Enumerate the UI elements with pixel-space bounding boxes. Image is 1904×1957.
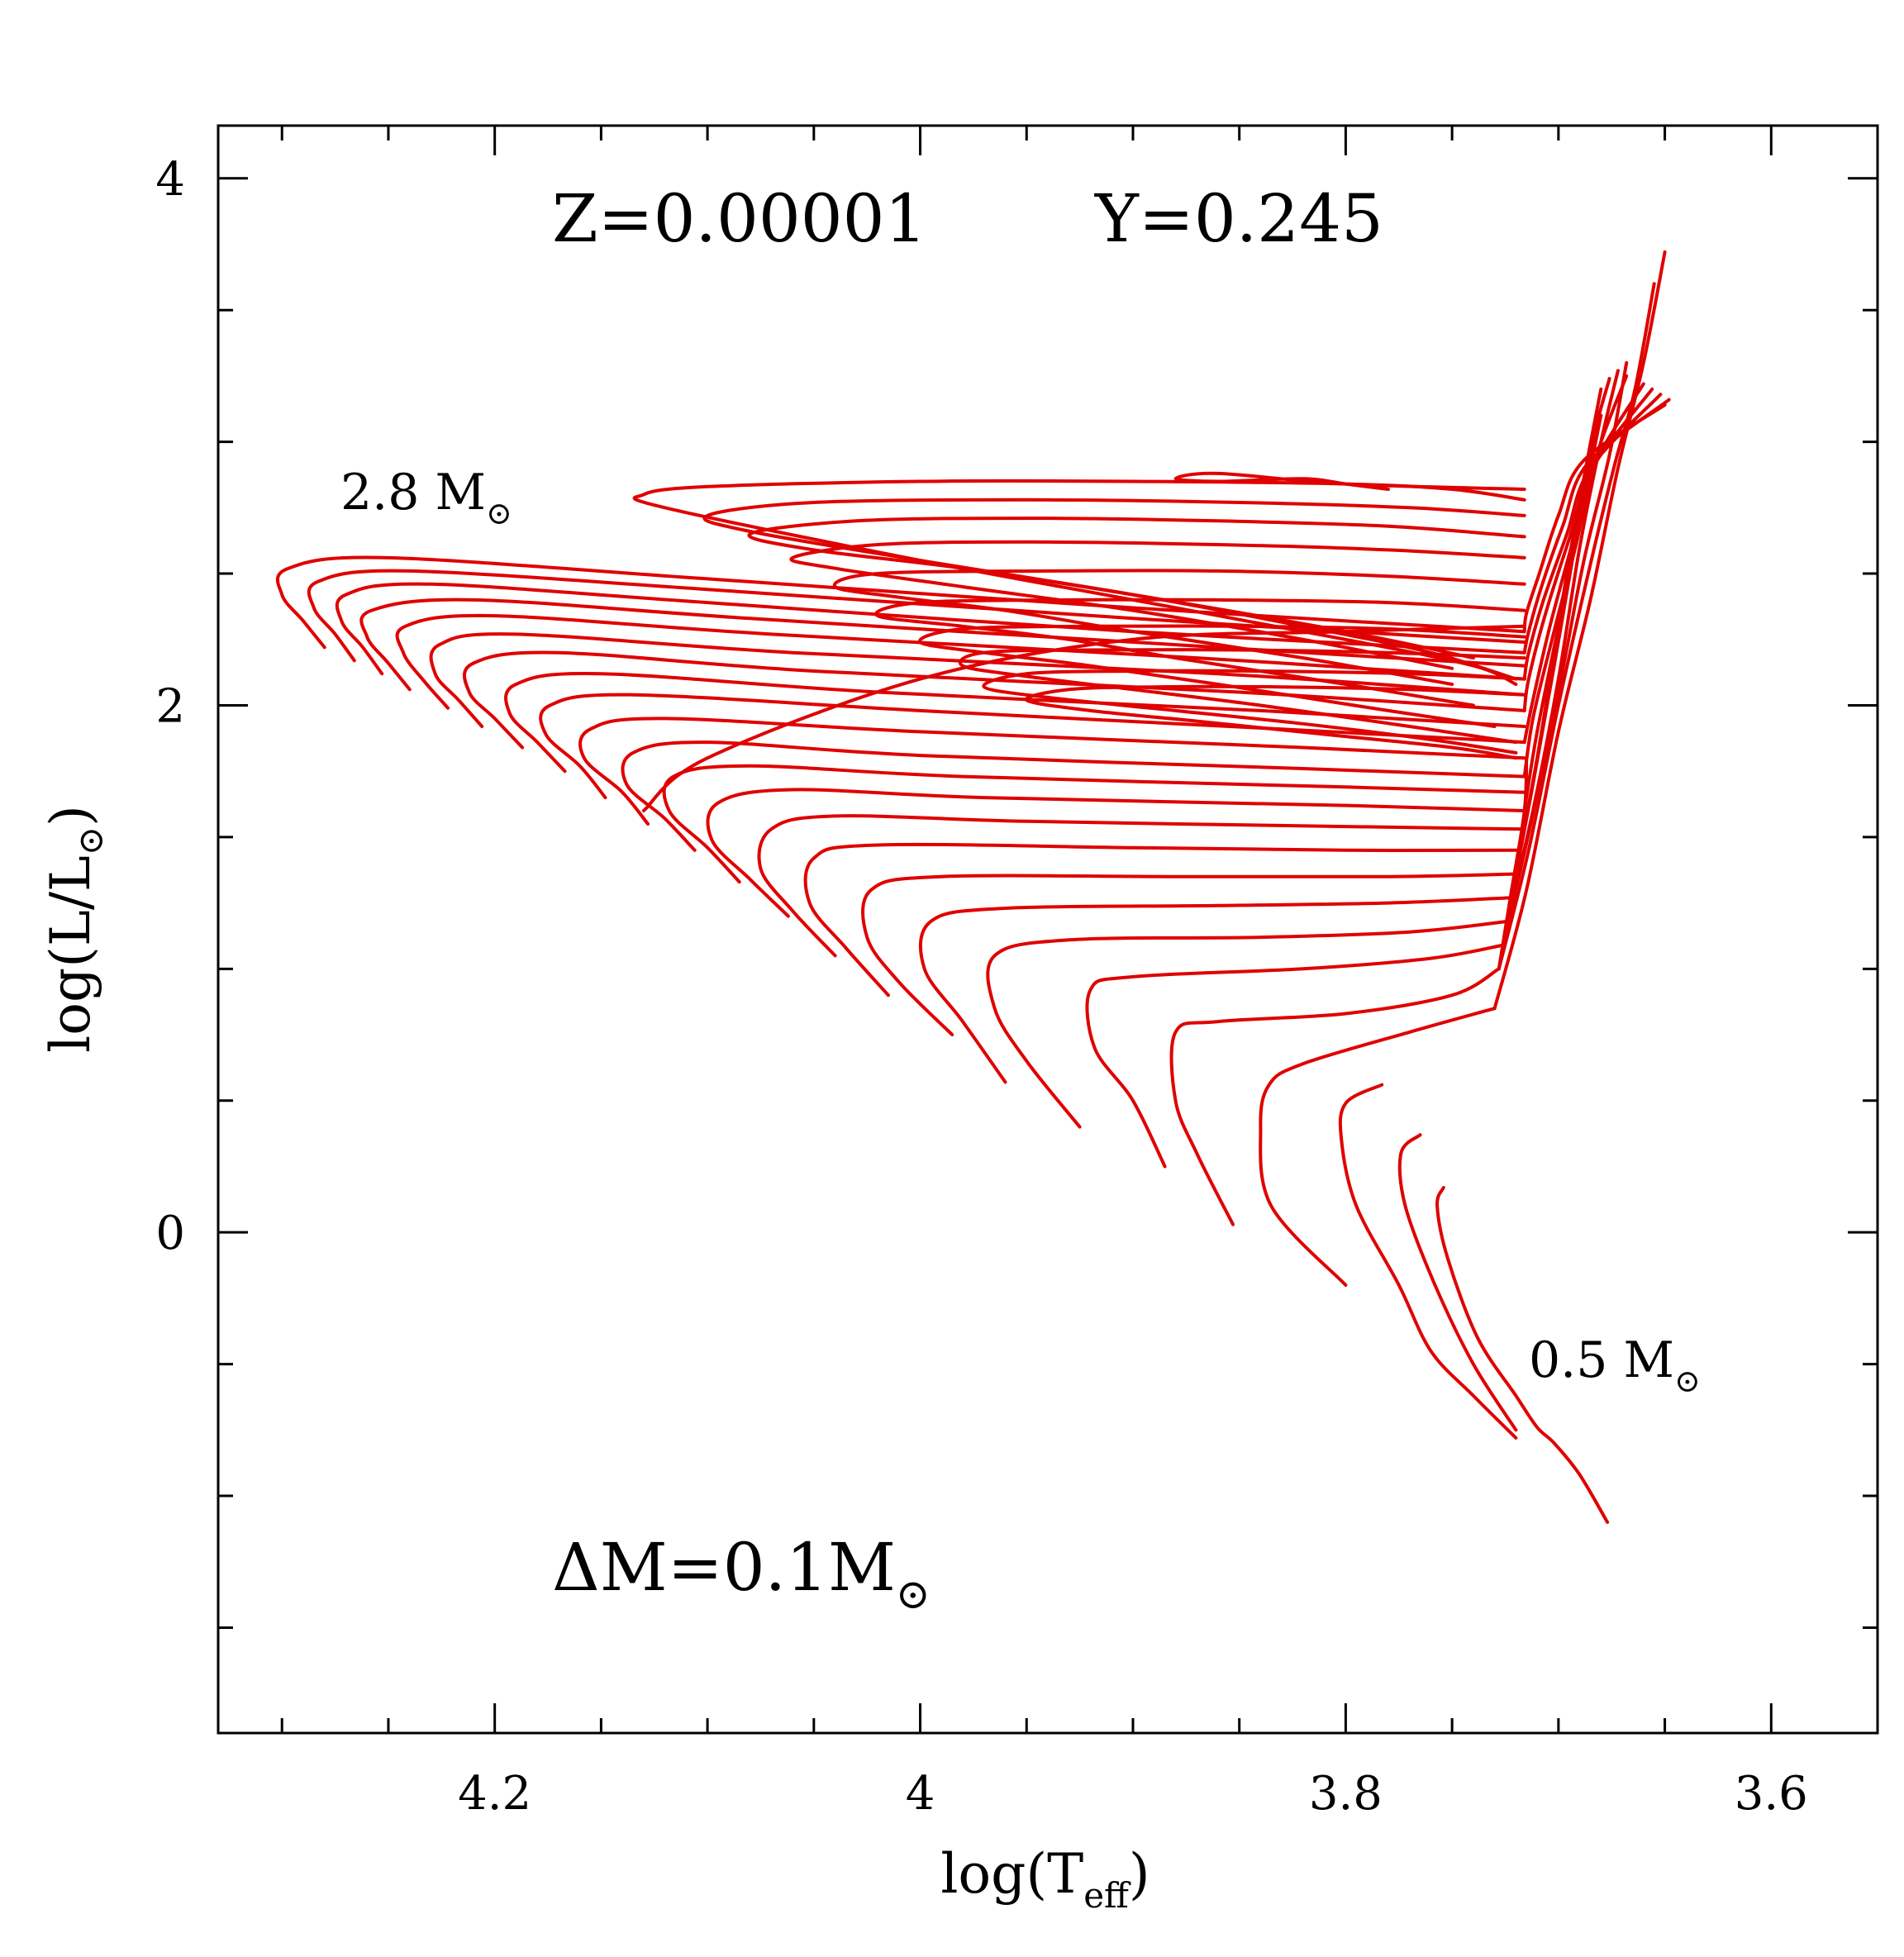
track-hb-loop-c: [747, 517, 1526, 660]
y-tick-label: 4: [155, 153, 185, 207]
track-1-5-msun: [757, 814, 1526, 958]
track-hb-loop-f: [874, 598, 1526, 707]
track-2-6-msun: [335, 582, 1526, 676]
track-rgb-2-6: [1522, 398, 1671, 655]
x-axis-title-sub: eff: [1083, 1875, 1131, 1916]
track-0-7-msun: [1338, 1083, 1518, 1440]
track-1-0-msun: [1085, 943, 1505, 1169]
annotation-low-mass-sub: ⊙: [1674, 1363, 1701, 1399]
track-rgb-0-8: [1492, 250, 1667, 1011]
track-0-9-msun: [1169, 967, 1501, 1226]
chart-title-y: Y=0.245: [1094, 180, 1383, 257]
track-rgb-2-8: [1522, 403, 1667, 634]
track-1-8-msun: [621, 740, 1526, 852]
annotation-high-mass: 2.8 M⊙: [340, 464, 512, 531]
track-hb-loop-e: [832, 569, 1526, 686]
track-rgb-2-4: [1522, 393, 1663, 681]
x-tick-label: 3.6: [1735, 1767, 1808, 1821]
track-hb-loop-g: [918, 624, 1526, 728]
y-axis-title: log(L/L⊙): [39, 805, 111, 1053]
x-tick-label: 4.2: [458, 1767, 531, 1821]
y-axis-title-close: ): [39, 805, 102, 826]
annotation-high-mass-text: 2.8 M: [340, 464, 486, 521]
chart-title-z: Z=0.00001: [552, 180, 926, 257]
plot-frame: [217, 124, 1879, 1735]
track-1-7-msun: [662, 764, 1526, 884]
y-axis-title-text: log(L/L: [39, 855, 102, 1053]
y-tick-label: 0: [155, 1207, 185, 1260]
y-axis-title-sub: ⊙: [70, 826, 111, 855]
annotation-mass-step-text: ΔM=0.1M: [552, 1529, 896, 1606]
track-1-6-msun: [706, 788, 1526, 918]
track-0-8-msun: [1259, 1007, 1497, 1287]
annotation-mass-step: ΔM=0.1M⊙: [552, 1529, 931, 1618]
track-0-5-msun: [1435, 1186, 1610, 1524]
axis-ticks: [218, 126, 1879, 1733]
x-axis-title: log(Teff): [940, 1842, 1150, 1916]
track-2-0-msun: [539, 693, 1526, 800]
track-1-2-msun: [918, 896, 1514, 1084]
track-hb-branch-long: [641, 624, 1526, 812]
annotation-high-mass-sub: ⊙: [486, 495, 512, 531]
y-tick-label: 2: [155, 679, 185, 733]
track-1-4-msun: [803, 842, 1522, 998]
annotation-mass-step-sub: ⊙: [896, 1570, 931, 1618]
track-rgb-2-2: [1522, 387, 1654, 712]
tick-labels: 4.2 4 3.8 3.6 0 2 4: [155, 153, 1807, 1821]
track-1-9-msun: [578, 717, 1526, 826]
x-axis-title-text: log(T: [940, 1842, 1083, 1906]
track-hb-loop-j: [1025, 684, 1526, 760]
track-1-3-msun: [861, 872, 1518, 1036]
evolutionary-tracks: [275, 250, 1671, 1524]
track-2-3-msun: [429, 632, 1526, 728]
track-2-1-msun: [504, 671, 1526, 774]
track-rgb-0-9: [1497, 282, 1656, 971]
track-hb-loop-i: [982, 669, 1526, 755]
annotation-low-mass-text: 0.5 M: [1529, 1331, 1674, 1389]
track-rgb-1-8: [1522, 374, 1629, 779]
track-2-4-msun: [395, 613, 1526, 710]
x-tick-label: 3.8: [1309, 1767, 1383, 1821]
track-hb-loop-d: [789, 540, 1526, 670]
x-tick-label: 4: [906, 1767, 935, 1821]
x-axis-title-close: ): [1129, 1842, 1150, 1906]
track-0-6-msun: [1397, 1133, 1518, 1432]
annotation-low-mass: 0.5 M⊙: [1529, 1331, 1701, 1399]
track-1-1-msun: [986, 919, 1510, 1129]
track-hb-loop-h: [958, 648, 1526, 745]
track-hb-loop-top: [1173, 471, 1526, 491]
